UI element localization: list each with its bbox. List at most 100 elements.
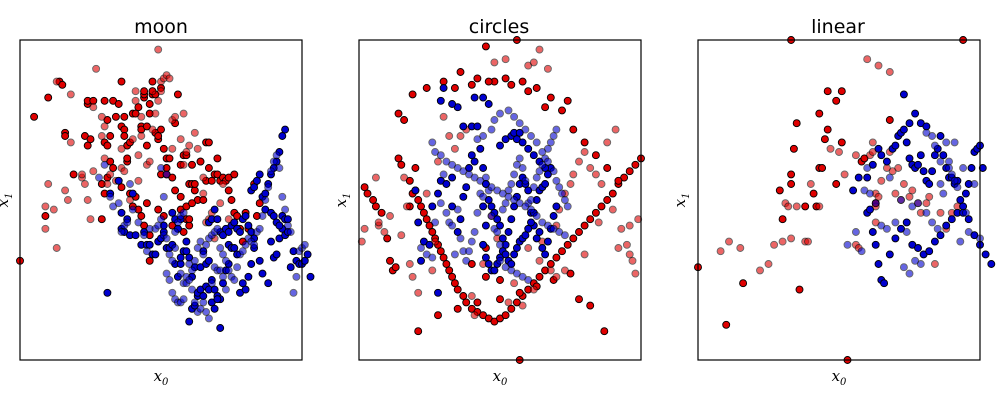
data-point-blue-train bbox=[436, 96, 445, 105]
data-point-blue-train bbox=[414, 218, 423, 227]
data-point-blue-test bbox=[532, 173, 541, 182]
data-point-red-train bbox=[165, 154, 174, 163]
data-point-red-train bbox=[792, 119, 801, 128]
data-point-red-test bbox=[524, 244, 533, 252]
data-point-red-train bbox=[603, 196, 612, 204]
data-point-blue-test bbox=[549, 132, 558, 140]
data-point-blue-test bbox=[546, 138, 555, 147]
data-point-blue-test bbox=[510, 170, 519, 179]
data-point-blue-test bbox=[549, 167, 558, 176]
data-point-blue-test bbox=[970, 180, 979, 188]
data-point-red-train bbox=[173, 90, 182, 99]
data-point-red-test bbox=[597, 180, 606, 188]
data-point-blue-train bbox=[919, 167, 928, 176]
data-point-red-test bbox=[89, 103, 98, 112]
data-point-blue-test bbox=[933, 224, 942, 233]
data-point-blue-train bbox=[434, 189, 442, 198]
data-point-blue-train bbox=[275, 221, 284, 230]
data-point-blue-train bbox=[459, 122, 468, 131]
data-point-blue-test bbox=[202, 240, 211, 249]
data-point-red-test bbox=[179, 160, 188, 169]
data-point-blue-train bbox=[182, 247, 191, 256]
data-point-blue-train bbox=[885, 250, 894, 259]
data-point-blue-test bbox=[128, 205, 137, 214]
data-point-red-test bbox=[851, 151, 860, 160]
data-point-blue-train bbox=[247, 260, 256, 268]
data-point-red-test bbox=[930, 260, 939, 268]
data-point-blue-test bbox=[882, 224, 891, 233]
data-point-blue-train bbox=[459, 192, 468, 201]
data-point-red-test bbox=[594, 218, 603, 227]
data-point-red-test bbox=[106, 170, 115, 179]
data-point-red-train bbox=[148, 77, 157, 86]
data-point-blue-train bbox=[936, 231, 945, 240]
data-point-red-test bbox=[434, 157, 442, 166]
data-point-blue-test bbox=[292, 272, 301, 281]
data-point-blue-test bbox=[535, 167, 544, 176]
data-point-red-test bbox=[405, 260, 414, 268]
data-point-red-train bbox=[456, 68, 465, 76]
data-point-red-test bbox=[128, 135, 137, 144]
data-point-blue-train bbox=[250, 183, 259, 192]
data-point-blue-train bbox=[936, 132, 945, 140]
data-point-blue-test bbox=[863, 164, 872, 172]
data-point-red-train bbox=[450, 84, 459, 92]
data-point-blue-train bbox=[481, 221, 490, 230]
data-point-red-test bbox=[120, 167, 129, 176]
data-point-red-train bbox=[462, 298, 471, 307]
data-point-blue-test bbox=[479, 132, 488, 140]
data-point-blue-test bbox=[267, 167, 275, 176]
data-point-red-test bbox=[134, 151, 143, 160]
data-point-red-train bbox=[123, 154, 132, 163]
data-point-red-test bbox=[386, 212, 394, 220]
data-point-red-train bbox=[422, 84, 431, 92]
data-point-blue-train bbox=[510, 250, 519, 259]
data-point-blue-train bbox=[479, 164, 488, 172]
data-point-blue-test bbox=[473, 208, 482, 217]
data-point-blue-train bbox=[978, 164, 987, 172]
data-point-red-train bbox=[453, 285, 462, 294]
data-point-blue-train bbox=[987, 260, 996, 268]
data-point-red-train bbox=[459, 292, 468, 300]
data-point-red-test bbox=[219, 180, 227, 188]
data-point-blue-train bbox=[453, 228, 462, 236]
data-point-red-train bbox=[580, 138, 589, 147]
data-point-blue-test bbox=[123, 218, 132, 227]
data-point-red-train bbox=[419, 208, 428, 217]
data-point-blue-train bbox=[236, 228, 244, 236]
data-point-red-train bbox=[363, 189, 372, 198]
data-point-red-test bbox=[529, 285, 538, 294]
data-point-blue-train bbox=[922, 122, 931, 131]
data-point-blue-train bbox=[484, 100, 493, 108]
data-point-red-train bbox=[369, 196, 378, 204]
data-point-red-train bbox=[546, 93, 555, 102]
data-point-blue-test bbox=[964, 228, 973, 236]
data-point-blue-train bbox=[501, 250, 510, 259]
data-point-blue-test bbox=[527, 132, 535, 140]
data-point-red-train bbox=[120, 132, 129, 140]
data-point-red-test bbox=[171, 112, 180, 121]
data-point-red-train bbox=[809, 189, 818, 198]
data-point-red-train bbox=[442, 260, 451, 268]
data-point-red-train bbox=[603, 164, 612, 172]
data-point-red-test bbox=[52, 244, 61, 252]
data-point-red-train bbox=[394, 109, 403, 118]
data-point-blue-test bbox=[272, 151, 281, 160]
data-point-blue-train bbox=[956, 196, 965, 204]
data-point-blue-test bbox=[543, 157, 552, 166]
x-axis-label: x0 bbox=[493, 367, 508, 388]
data-point-red-train bbox=[569, 125, 578, 134]
data-point-red-train bbox=[832, 180, 841, 188]
data-point-red-train bbox=[569, 234, 578, 243]
data-point-red-train bbox=[154, 132, 163, 140]
plot-frame bbox=[697, 39, 981, 361]
data-point-red-test bbox=[784, 202, 793, 211]
data-point-blue-train bbox=[504, 228, 513, 236]
data-point-red-test bbox=[603, 138, 612, 147]
data-point-red-train bbox=[837, 87, 846, 96]
data-point-blue-test bbox=[185, 276, 194, 284]
data-point-blue-train bbox=[939, 151, 948, 160]
data-point-red-train bbox=[377, 208, 386, 217]
data-point-blue-train bbox=[925, 180, 934, 188]
data-point-red-train bbox=[823, 87, 832, 96]
